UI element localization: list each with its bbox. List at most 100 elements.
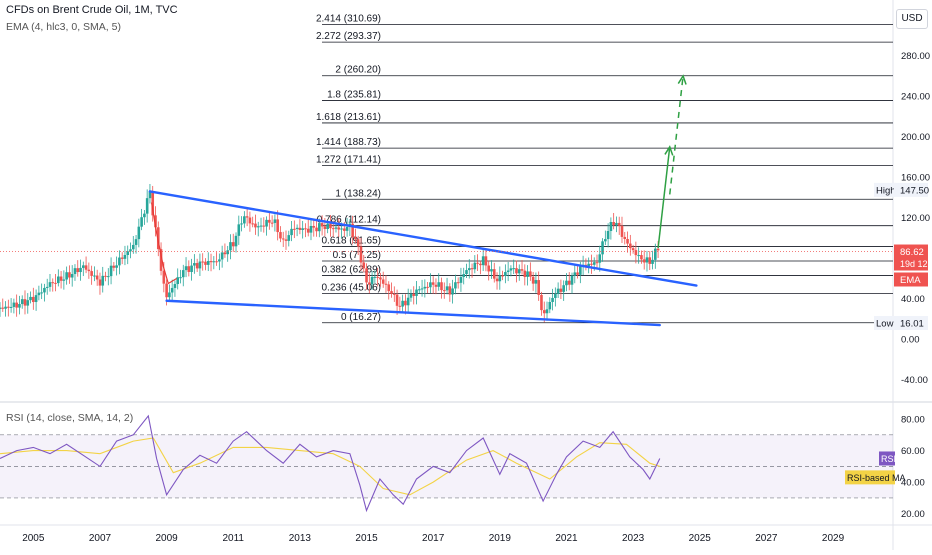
candle-body	[301, 228, 304, 230]
candle-body	[176, 277, 180, 285]
fib-label-0.382: 0.382 (62.89)	[322, 265, 382, 276]
x-tick-label: 2021	[555, 533, 578, 544]
currency-button[interactable]: USD	[896, 9, 928, 29]
badge-label-high: High	[876, 185, 896, 196]
candle-body	[617, 222, 621, 226]
candle-body	[115, 265, 118, 268]
candle-body	[209, 261, 213, 263]
candle-body	[479, 263, 482, 266]
candle-body	[251, 223, 254, 225]
candle-body	[193, 263, 196, 266]
candle-body	[62, 279, 66, 281]
rsi-legend[interactable]: RSI (14, close, SMA, 14, 2)	[6, 412, 134, 424]
candle-body	[368, 282, 371, 285]
fib-label-2.414: 2.414 (310.69)	[316, 14, 381, 25]
candle-body	[612, 222, 615, 226]
candle-body	[54, 282, 57, 284]
y-tick-label: 0.00	[901, 335, 920, 346]
candle-body	[337, 227, 341, 230]
candle-body	[429, 282, 432, 288]
candle-body	[504, 272, 507, 276]
candle-body	[276, 219, 279, 233]
candle-body	[520, 269, 524, 271]
candle-body	[365, 268, 368, 283]
candle-body	[334, 227, 338, 229]
rsi-tick-label: 40.00	[901, 478, 925, 489]
x-tick-label: 2023	[622, 533, 645, 544]
candle-body	[159, 249, 163, 271]
candle-body	[531, 276, 535, 284]
candle-body	[120, 257, 124, 259]
candle-body	[309, 225, 313, 233]
candle-body	[134, 239, 138, 245]
candle-body	[170, 287, 174, 293]
trendline-2[interactable]	[165, 299, 661, 327]
ema-legend[interactable]: EMA (4, hlc3, 0, SMA, 5)	[6, 21, 121, 33]
candle-body	[20, 299, 24, 305]
rsi-ma-badge-bg	[845, 470, 895, 485]
candle-body	[470, 268, 474, 270]
candle-body	[506, 270, 510, 273]
candle-body	[556, 288, 560, 294]
rsi-ma-badge: RSI-based MA	[847, 473, 906, 483]
candle-body	[7, 306, 10, 308]
candle-body	[84, 265, 88, 270]
candle-body	[73, 268, 77, 275]
candle-body	[204, 261, 207, 265]
candle-body	[387, 284, 391, 292]
candle-body	[320, 223, 324, 227]
rsi-line[interactable]	[0, 414, 661, 513]
ema-line[interactable]	[151, 202, 177, 285]
candle-body	[215, 261, 218, 263]
candle-body	[629, 243, 632, 249]
candle-body	[104, 275, 107, 277]
projection-solid[interactable]	[657, 146, 671, 249]
candle-body	[226, 250, 229, 255]
candle-body	[18, 304, 21, 308]
fib-label-1.8: 1.8 (235.81)	[327, 89, 381, 100]
candle-body	[206, 261, 210, 265]
candle-body	[106, 276, 110, 278]
projection-dashed[interactable]	[669, 75, 684, 195]
candle-body	[243, 216, 246, 224]
candle-body	[392, 293, 396, 295]
price-badge-bg	[894, 272, 928, 287]
candle-body	[356, 239, 360, 247]
fib-levels: 0 (16.27) 0.236 (45.06) 0.382 (62.89) 0.5 (…	[316, 14, 893, 324]
candle-body	[412, 293, 416, 296]
candle-body	[415, 289, 418, 296]
candle-body	[234, 235, 238, 247]
candle-body	[523, 270, 527, 277]
trendline-1[interactable]	[148, 190, 698, 287]
candle-body	[395, 294, 399, 306]
rsi-ma-line[interactable]	[0, 437, 660, 496]
candle-body	[451, 288, 454, 295]
candle-body	[462, 274, 466, 277]
candle-body	[542, 310, 546, 314]
candle-body	[306, 228, 310, 233]
x-tick-label: 2005	[22, 533, 45, 544]
x-tick-label: 2017	[422, 533, 445, 544]
candle-body	[431, 282, 435, 285]
candle-body	[537, 280, 540, 295]
candle-body	[82, 265, 85, 268]
fib-label-2: 2 (260.20)	[335, 65, 381, 76]
candle-body	[526, 271, 529, 277]
candle-body	[437, 282, 441, 287]
candle-body	[545, 309, 549, 314]
candle-body	[517, 269, 521, 274]
badge-label-low: Low	[876, 319, 894, 330]
candle-body	[254, 223, 257, 228]
candle-body	[37, 292, 41, 296]
candle-body	[101, 275, 105, 286]
candle-body	[43, 287, 46, 293]
price-badge-bg	[894, 182, 928, 197]
candle-body	[512, 268, 515, 270]
candle-body	[304, 228, 307, 230]
rsi-tick-label: 60.00	[901, 446, 925, 457]
candle-body	[32, 296, 35, 303]
candle-body	[604, 239, 607, 242]
fib-label-1.414: 1.414 (188.73)	[316, 137, 381, 148]
candle-body	[229, 242, 232, 251]
